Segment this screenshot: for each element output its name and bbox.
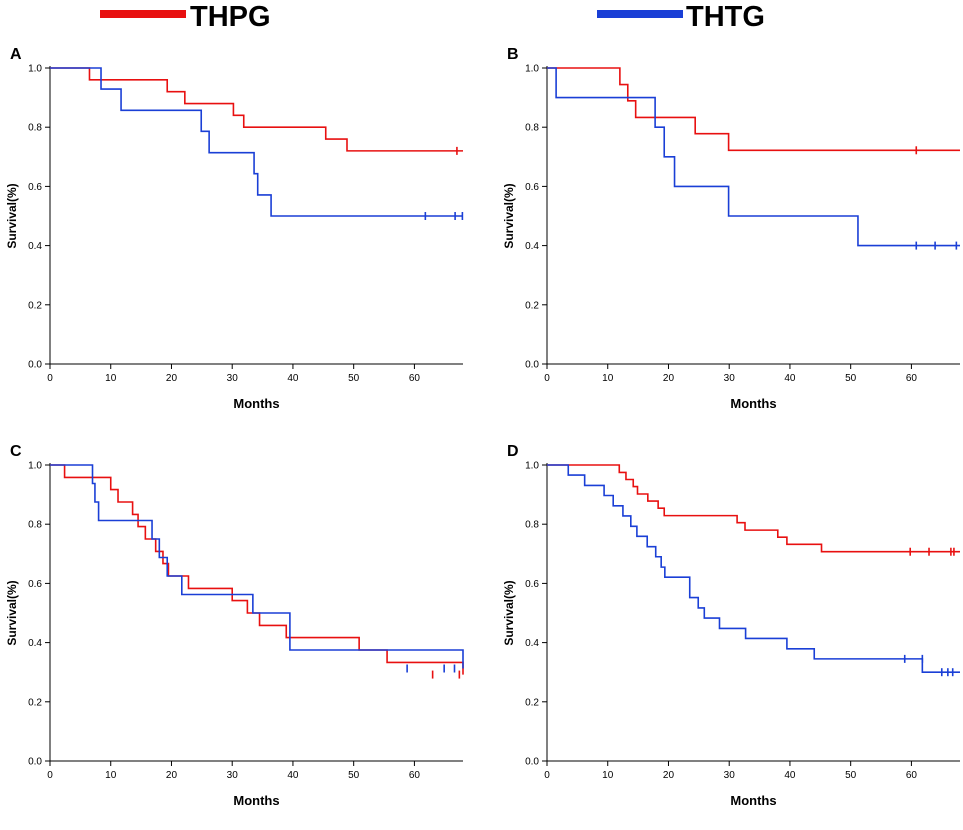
x-tick-label: 50 bbox=[845, 373, 857, 384]
x-tick-label: 50 bbox=[348, 373, 360, 384]
y-tick-label: 0.6 bbox=[28, 182, 42, 193]
survival-line-thpg bbox=[547, 464, 960, 553]
x-tick-label: 0 bbox=[544, 770, 550, 781]
y-tick-label: 0.2 bbox=[28, 300, 42, 311]
panel-letter: A bbox=[10, 46, 22, 63]
x-tick-label: 30 bbox=[227, 373, 239, 384]
y-tick-label: 0.8 bbox=[525, 520, 539, 531]
x-tick-label: 20 bbox=[166, 770, 178, 781]
y-tick-label: 1.0 bbox=[525, 461, 539, 472]
y-tick-label: 1.0 bbox=[525, 64, 539, 75]
y-tick-label: 1.0 bbox=[28, 64, 42, 75]
x-axis-label: Months bbox=[233, 396, 279, 411]
y-tick-label: 0.4 bbox=[525, 241, 539, 252]
x-tick-label: 50 bbox=[845, 770, 857, 781]
survival-chart-panel-a: A 0.0 0.2 0.4 0.6 0.8 1.0 0 10 20 30 40 50 60 Months Su… bbox=[5, 46, 464, 411]
legend: THPG THTG bbox=[0, 0, 963, 40]
x-tick-label: 10 bbox=[602, 373, 614, 384]
legend-swatch-thpg bbox=[100, 10, 186, 18]
panel-letter: D bbox=[507, 443, 519, 460]
x-tick-label: 40 bbox=[784, 373, 796, 384]
y-tick-label: 0.2 bbox=[525, 697, 539, 708]
x-axis-label: Months bbox=[730, 793, 776, 808]
y-tick-label: 0.2 bbox=[28, 697, 42, 708]
y-tick-label: 0.4 bbox=[28, 241, 42, 252]
survival-chart-panel-c: C 0.0 0.2 0.4 0.6 0.8 1.0 0 10 20 30 40 50 60 Months Su… bbox=[5, 443, 464, 808]
survival-chart-panel-d: D 0.0 0.2 0.4 0.6 0.8 1.0 0 10 20 30 40 50 60 Months Su… bbox=[502, 443, 960, 808]
x-tick-label: 10 bbox=[105, 770, 117, 781]
y-tick-label: 0.0 bbox=[525, 757, 539, 768]
y-tick-label: 0.6 bbox=[28, 579, 42, 590]
y-axis-label: Survival(%) bbox=[5, 580, 19, 645]
x-axis-label: Months bbox=[233, 793, 279, 808]
x-tick-label: 20 bbox=[663, 373, 675, 384]
x-axis-label: Months bbox=[730, 396, 776, 411]
survival-line-thpg bbox=[50, 67, 463, 152]
x-tick-label: 0 bbox=[47, 373, 53, 384]
x-tick-label: 10 bbox=[105, 373, 117, 384]
x-tick-label: 40 bbox=[287, 770, 299, 781]
y-tick-label: 0.0 bbox=[525, 360, 539, 371]
y-tick-label: 0.0 bbox=[28, 360, 42, 371]
y-axis-label: Survival(%) bbox=[502, 183, 516, 248]
y-tick-label: 1.0 bbox=[28, 461, 42, 472]
survival-line-thtg bbox=[50, 464, 464, 669]
x-tick-label: 50 bbox=[348, 770, 360, 781]
x-tick-label: 0 bbox=[544, 373, 550, 384]
x-tick-label: 40 bbox=[784, 770, 796, 781]
panel-letter: B bbox=[507, 46, 519, 63]
x-tick-label: 30 bbox=[227, 770, 239, 781]
x-tick-label: 60 bbox=[409, 770, 421, 781]
x-tick-label: 30 bbox=[724, 770, 736, 781]
x-tick-label: 60 bbox=[409, 373, 421, 384]
panel-letter: C bbox=[10, 443, 22, 460]
x-tick-label: 0 bbox=[47, 770, 53, 781]
y-tick-label: 0.6 bbox=[525, 579, 539, 590]
legend-label-thtg: THTG bbox=[686, 1, 765, 33]
x-tick-label: 10 bbox=[602, 770, 614, 781]
y-axis-label: Survival(%) bbox=[5, 183, 19, 248]
survival-chart-panel-b: B 0.0 0.2 0.4 0.6 0.8 1.0 0 10 20 30 40 50 60 Months Su… bbox=[502, 46, 960, 411]
survival-line-thtg bbox=[50, 67, 463, 217]
x-tick-label: 60 bbox=[906, 373, 918, 384]
x-tick-label: 40 bbox=[287, 373, 299, 384]
y-tick-label: 0.4 bbox=[525, 638, 539, 649]
survival-line-thpg bbox=[547, 67, 960, 152]
x-tick-label: 30 bbox=[724, 373, 736, 384]
legend-swatch-thtg bbox=[597, 10, 683, 18]
y-tick-label: 0.0 bbox=[28, 757, 42, 768]
survival-line-thpg bbox=[50, 464, 464, 675]
y-tick-label: 0.6 bbox=[525, 182, 539, 193]
x-tick-label: 20 bbox=[166, 373, 178, 384]
y-tick-label: 0.8 bbox=[28, 520, 42, 531]
survival-line-thtg bbox=[547, 464, 960, 673]
y-tick-label: 0.8 bbox=[28, 123, 42, 134]
y-tick-label: 0.8 bbox=[525, 123, 539, 134]
survival-line-thtg bbox=[547, 67, 960, 247]
x-tick-label: 20 bbox=[663, 770, 675, 781]
legend-label-thpg: THPG bbox=[190, 1, 271, 33]
y-tick-label: 0.4 bbox=[28, 638, 42, 649]
y-axis-label: Survival(%) bbox=[502, 580, 516, 645]
y-tick-label: 0.2 bbox=[525, 300, 539, 311]
x-tick-label: 60 bbox=[906, 770, 918, 781]
